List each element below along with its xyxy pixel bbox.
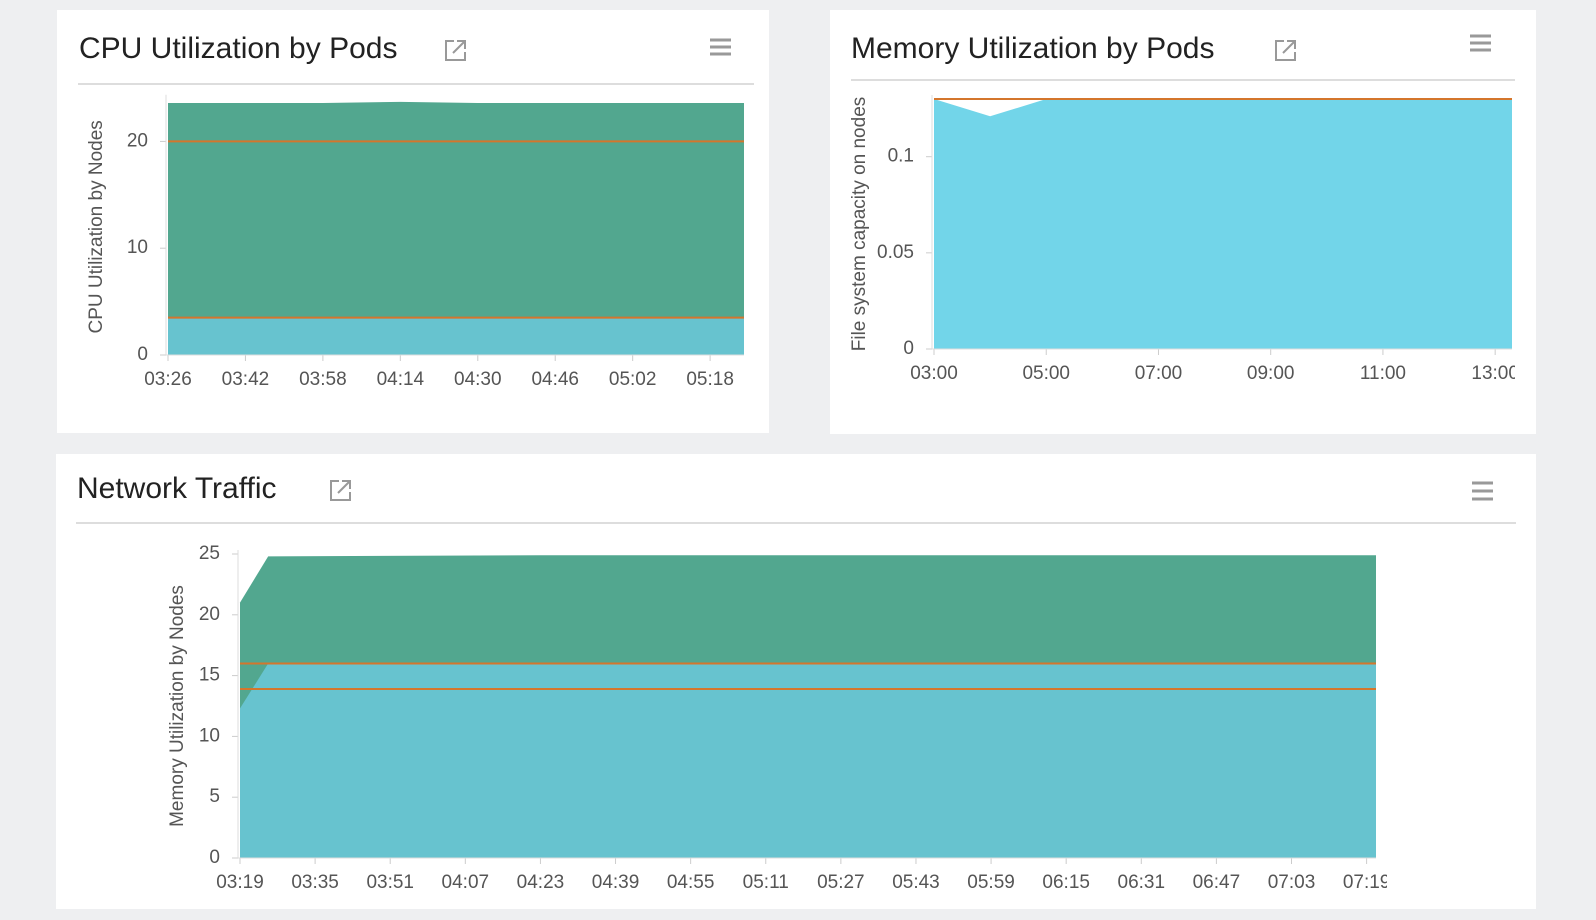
chart-title: CPU Utilization by Pods <box>79 32 397 65</box>
x-tick-label: 03:42 <box>222 369 270 390</box>
x-tick-label: 03:51 <box>366 872 414 893</box>
y-tick-label: 20 <box>127 130 148 151</box>
area <box>168 101 744 355</box>
y-tick-label: 20 <box>199 604 220 625</box>
y-tick-label: 15 <box>199 665 220 686</box>
x-tick-label: 05:27 <box>817 872 865 893</box>
y-tick-label: 10 <box>127 237 148 258</box>
x-tick-label: 03:00 <box>910 363 958 384</box>
external-link-icon[interactable] <box>330 480 351 501</box>
x-tick-label: 04:55 <box>667 872 715 893</box>
x-tick-label: 03:35 <box>291 872 339 893</box>
x-tick-label: 06:31 <box>1118 872 1166 893</box>
icon-part <box>1275 40 1296 61</box>
x-tick-label: 06:15 <box>1042 872 1090 893</box>
chart: CPU Utilization by Pods CPU Utilization b… <box>79 32 744 390</box>
x-tick-label: 04:30 <box>454 369 502 390</box>
x-tick-label: 04:46 <box>531 369 579 390</box>
y-axis-label: File system capacity on nodes <box>849 97 870 352</box>
area <box>168 317 744 355</box>
x-tick-label: 03:26 <box>144 369 192 390</box>
chart: Network Traffic Memory Utilization by Nod… <box>77 472 1391 893</box>
x-tick-label: 04:39 <box>592 872 640 893</box>
menu-icon[interactable] <box>1472 481 1493 501</box>
area <box>934 99 1512 349</box>
y-tick-label: 0.1 <box>888 146 914 167</box>
external-link-icon[interactable] <box>445 40 466 61</box>
x-tick-label: 13:00 <box>1471 363 1519 384</box>
x-tick-label: 03:58 <box>299 369 347 390</box>
icon-part <box>445 40 466 61</box>
x-tick-label: 11:00 <box>1360 363 1406 384</box>
y-tick-label: 5 <box>209 786 220 807</box>
y-tick-label: 0.05 <box>877 242 914 263</box>
x-tick-label: 06:47 <box>1193 872 1241 893</box>
menu-icon[interactable] <box>1470 34 1491 52</box>
x-tick-label: 05:59 <box>967 872 1015 893</box>
y-tick-label: 0 <box>903 338 914 359</box>
y-axis-label: CPU Utilization by Nodes <box>86 120 107 333</box>
chart: Memory Utilization by Pods File system ca… <box>849 32 1519 384</box>
y-axis-label: Memory Utilization by Nodes <box>167 585 188 827</box>
x-tick-label: 03:19 <box>216 872 264 893</box>
x-tick-label: 05:00 <box>1022 363 1070 384</box>
icon-part <box>330 480 351 501</box>
x-tick-label: 05:43 <box>892 872 940 893</box>
x-tick-label: 04:23 <box>517 872 565 893</box>
menu-icon[interactable] <box>710 38 731 56</box>
y-tick-label: 10 <box>199 725 220 746</box>
x-tick-label: 05:18 <box>686 369 734 390</box>
chart-title: Network Traffic <box>77 472 277 505</box>
x-tick-label: 07:00 <box>1135 363 1183 384</box>
x-tick-label: 07:19 <box>1343 872 1391 893</box>
x-tick-label: 09:00 <box>1247 363 1295 384</box>
chart-title: Memory Utilization by Pods <box>851 32 1214 65</box>
external-link-icon[interactable] <box>1275 40 1296 61</box>
x-tick-label: 04:14 <box>377 369 425 390</box>
x-tick-label: 07:03 <box>1268 872 1316 893</box>
y-tick-label: 0 <box>137 344 148 365</box>
area <box>240 663 1376 858</box>
x-tick-label: 04:07 <box>442 872 490 893</box>
y-tick-label: 25 <box>199 543 220 564</box>
x-tick-label: 05:02 <box>609 369 657 390</box>
x-tick-label: 05:11 <box>743 872 789 893</box>
y-tick-label: 0 <box>209 847 220 868</box>
